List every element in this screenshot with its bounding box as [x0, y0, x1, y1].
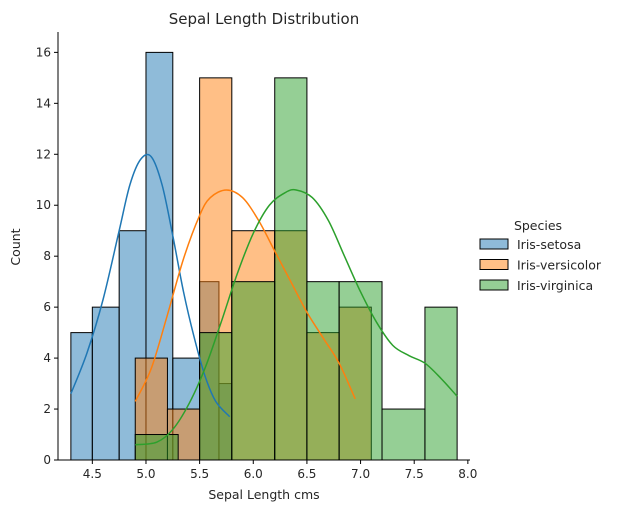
- x-tick-label: 5.5: [190, 467, 209, 481]
- y-tick-label: 2: [43, 402, 51, 416]
- bar-iris-virginica-4: [306, 281, 340, 461]
- y-axis-label: Count: [8, 228, 23, 265]
- bar-iris-virginica-3: [274, 77, 308, 461]
- legend-label-iris-setosa: Iris-setosa: [517, 237, 581, 252]
- legend: Species Iris-setosa Iris-versicolor Iris-vi…: [479, 218, 602, 293]
- axes-layer: 4.5 5.0 5.5 6.0 6.5 7.0 7.5 8.0 0 2 4 6 8 10 12 14 16: [36, 32, 477, 481]
- x-tick-label: 7.0: [351, 467, 370, 481]
- x-tick-label: 4.5: [83, 467, 102, 481]
- y-tick-label: 0: [43, 453, 51, 467]
- x-tick-label: 7.5: [405, 467, 424, 481]
- bar-iris-setosa-1: [91, 306, 120, 461]
- legend-swatch-iris-setosa: [479, 238, 509, 250]
- legend-label-iris-versicolor: Iris-versicolor: [517, 258, 602, 273]
- x-axis-label: Sepal Length cms: [208, 487, 319, 502]
- chart-title: Sepal Length Distribution: [169, 10, 359, 28]
- bar-iris-virginica-2: [231, 281, 276, 461]
- y-tick-label: 12: [36, 147, 51, 161]
- y-tick-label: 8: [43, 249, 51, 263]
- legend-swatch-iris-versicolor: [479, 259, 509, 270]
- bar-iris-virginica-7: [424, 306, 458, 461]
- y-tick-label: 10: [36, 198, 51, 212]
- legend-label-iris-virginica: Iris-virginica: [517, 278, 593, 293]
- bar-iris-virginica-5: [338, 281, 383, 461]
- bar-iris-virginica-0: [134, 434, 179, 461]
- kde-line-iris-versicolor: [134, 189, 356, 402]
- kde-layer: [70, 153, 458, 446]
- y-tick-label: 16: [36, 45, 51, 59]
- y-tick-label: 6: [43, 300, 51, 314]
- bar-iris-setosa-0: [70, 332, 93, 461]
- x-tick-label: 8.0: [458, 467, 477, 481]
- y-tick-label: 14: [36, 96, 51, 110]
- bar-iris-virginica-6: [381, 408, 426, 461]
- kde-line-iris-virginica: [135, 188, 458, 446]
- legend-title: Species: [514, 218, 562, 233]
- bars-layer: [70, 51, 458, 461]
- y-tick-label: 4: [43, 351, 51, 365]
- legend-swatch-iris-virginica: [479, 279, 509, 291]
- x-tick-label: 6.0: [244, 467, 263, 481]
- x-tick-label: 6.5: [297, 467, 316, 481]
- bar-iris-virginica-1: [199, 332, 233, 461]
- x-tick-label: 5.0: [136, 467, 155, 481]
